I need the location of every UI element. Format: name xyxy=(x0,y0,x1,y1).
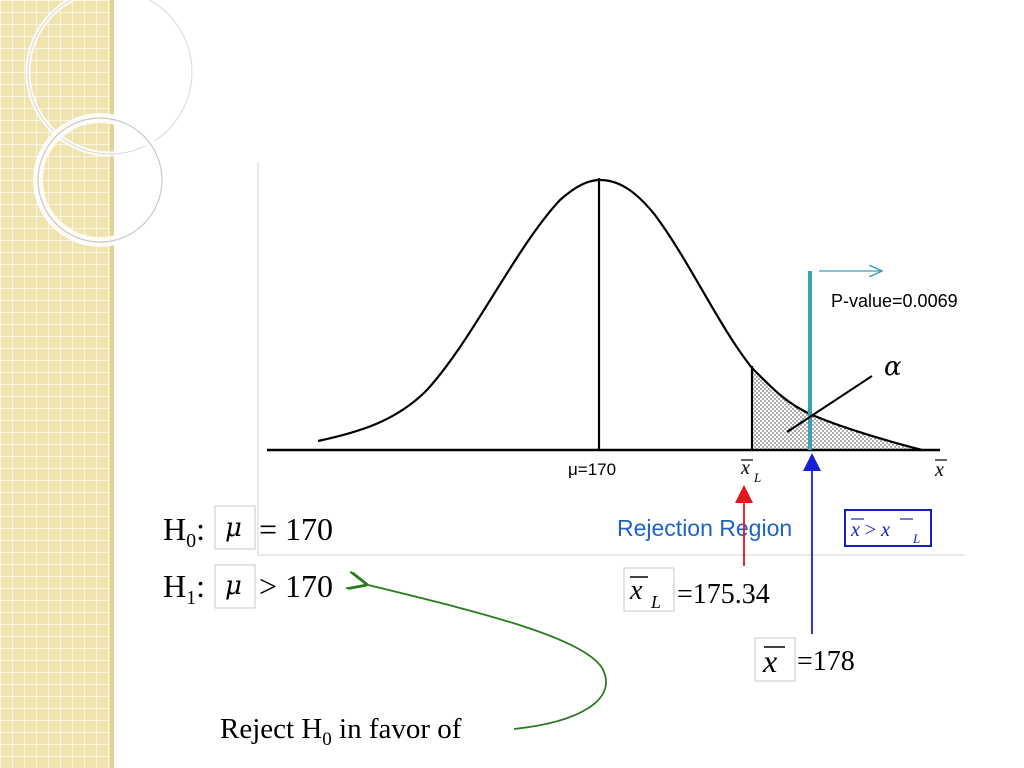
critical-value-readout: x L =175.34 xyxy=(623,567,770,612)
svg-text:x: x xyxy=(762,643,777,679)
svg-text:L: L xyxy=(912,531,920,546)
xL-axis-label: x L xyxy=(740,457,761,485)
h0-param: μ xyxy=(225,513,242,543)
rejection-region-box: x > x L xyxy=(844,509,932,547)
svg-text:H0:: H0: xyxy=(163,511,205,552)
conclusion-text: Reject H0 in favor of xyxy=(220,713,462,750)
svg-text:H1:: H1: xyxy=(163,568,205,609)
sample-mean-readout: x =178 xyxy=(754,637,855,682)
svg-text:x: x xyxy=(629,575,643,606)
pvalue-label: P-value=0.0069 xyxy=(831,291,958,311)
mu-axis-label: μ=170 xyxy=(568,460,616,479)
null-hypothesis: H0: μ = 170 xyxy=(163,505,333,552)
svg-text:x > x: x > x xyxy=(850,519,890,541)
svg-text:x: x xyxy=(934,459,944,481)
decorative-sidebar xyxy=(0,0,195,768)
alpha-label: α xyxy=(884,352,902,382)
conclusion-arrow xyxy=(364,584,607,730)
normal-curve xyxy=(317,178,923,452)
svg-text:=175.34: =175.34 xyxy=(677,579,770,610)
alternative-hypothesis: H1: μ > 170 xyxy=(163,564,333,609)
svg-text:L: L xyxy=(753,470,761,485)
svg-text:L: L xyxy=(650,592,661,612)
h0-relation: = 170 xyxy=(259,511,333,547)
alpha-pointer-line xyxy=(786,375,873,433)
x-axis-end-label: x xyxy=(934,459,947,481)
rejection-region-label: Rejection Region xyxy=(617,515,792,541)
rejection-tail-shading xyxy=(752,368,922,450)
h1-param: μ xyxy=(225,571,242,601)
svg-text:x: x xyxy=(740,457,750,479)
h1-relation: > 170 xyxy=(259,568,333,604)
svg-text:=178: =178 xyxy=(797,646,855,677)
